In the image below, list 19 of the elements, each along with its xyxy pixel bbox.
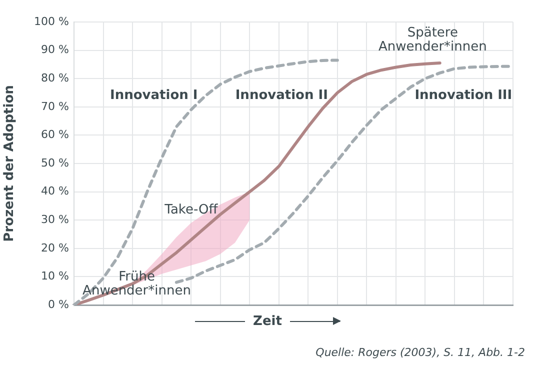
source-note: Quelle: Rogers (2003), S. 11, Abb. 1-2 xyxy=(316,346,525,359)
y-tick-label: 50 % xyxy=(41,156,69,170)
y-tick-label: 30 % xyxy=(41,212,69,226)
y-tick-label: 60 % xyxy=(41,128,69,142)
y-tick-label: 90 % xyxy=(41,43,69,56)
annotation: Spätere Anwender*innen xyxy=(378,25,487,54)
annotation: Take-Off xyxy=(164,202,219,218)
series-label: Innovation II xyxy=(235,88,328,103)
series-label: Innovation III xyxy=(414,88,512,103)
series-label: Innovation I xyxy=(110,88,198,103)
y-axis-title: Prozent der Adoption xyxy=(2,85,18,242)
y-tick-label: 20 % xyxy=(41,241,69,254)
y-tick-label: 100 % xyxy=(34,14,69,28)
y-tick-label: 40 % xyxy=(41,184,69,198)
y-tick-label: 70 % xyxy=(41,100,69,113)
y-tick-label: 80 % xyxy=(41,71,69,84)
y-tick-label: 0 % xyxy=(48,298,69,311)
x-axis-title: Zeit xyxy=(253,314,282,329)
y-tick-label: 10 % xyxy=(41,270,69,283)
